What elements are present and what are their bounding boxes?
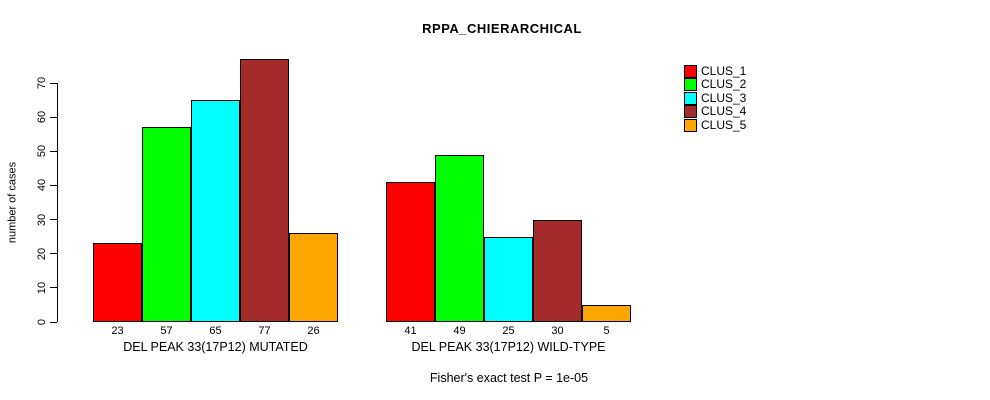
y-tick <box>50 150 57 152</box>
y-tick <box>50 219 57 221</box>
legend-label-clus_3: CLUS_3 <box>701 90 747 105</box>
chart-title: RPPA_CHIERARCHICAL <box>422 21 582 36</box>
bar-clus_4-group1 <box>240 59 289 322</box>
legend-swatch-clus_1 <box>684 64 697 78</box>
y-tick-label: 50 <box>36 145 48 158</box>
y-tick-label: 30 <box>36 213 48 226</box>
fisher-test-annotation: Fisher's exact test P = 1e-05 <box>429 371 589 385</box>
bar-clus_1-group2 <box>386 182 435 322</box>
bar-value-label: 65 <box>209 325 222 337</box>
y-tick-label: 70 <box>36 76 48 90</box>
bar-clus_4-group2 <box>533 219 582 322</box>
legend-swatch-clus_3 <box>684 91 697 105</box>
y-axis <box>57 83 58 322</box>
group-label: DEL PEAK 33(17P12) WILD-TYPE <box>411 340 606 354</box>
bar-value-label: 25 <box>502 325 515 337</box>
bar-clus_5-group2 <box>582 304 631 322</box>
y-tick-label: 40 <box>36 179 48 192</box>
legend-label-clus_2: CLUS_2 <box>701 77 747 91</box>
legend-swatch-clus_4 <box>684 105 697 118</box>
bar-value-label: 26 <box>307 325 320 337</box>
bar-clus_1-group1 <box>93 243 142 322</box>
y-tick-label: 0 <box>36 318 48 326</box>
bar-clus_5-group1 <box>289 233 338 322</box>
bar-value-label: 30 <box>551 325 564 337</box>
bar-value-label: 41 <box>404 325 417 337</box>
bar-value-label: 23 <box>111 325 124 337</box>
bar-value-label: 49 <box>453 325 466 337</box>
legend-swatch-clus_2 <box>684 78 697 91</box>
bar-clus_3-group2 <box>484 236 533 322</box>
y-tick <box>50 287 57 289</box>
legend-label-clus_1: CLUS_1 <box>701 63 747 78</box>
y-tick <box>50 82 57 84</box>
bar-value-label: 57 <box>160 325 173 337</box>
y-tick-label: 60 <box>36 111 48 124</box>
y-tick <box>50 321 57 323</box>
y-axis-label: number of cases <box>6 161 19 244</box>
bar-value-label: 5 <box>603 325 610 337</box>
legend-swatch-clus_5 <box>684 118 697 132</box>
bar-clus_2-group1 <box>142 127 191 322</box>
y-tick <box>50 253 57 255</box>
legend-label-clus_4: CLUS_4 <box>701 104 747 118</box>
bar-value-label: 77 <box>258 325 271 337</box>
legend-label-clus_5: CLUS_5 <box>701 117 747 132</box>
bar-clus_2-group2 <box>435 154 484 322</box>
group-label: DEL PEAK 33(17P12) MUTATED <box>123 340 308 354</box>
bar-clus_3-group1 <box>191 100 240 322</box>
y-tick <box>50 184 57 186</box>
y-tick <box>50 116 57 118</box>
